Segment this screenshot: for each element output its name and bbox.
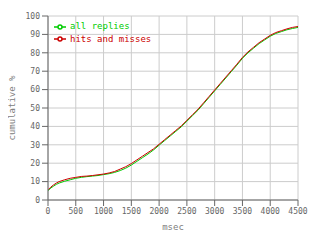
svg-text:1000: 1000	[94, 207, 113, 216]
svg-text:0: 0	[46, 207, 51, 216]
svg-text:20: 20	[30, 159, 40, 168]
svg-text:3000: 3000	[205, 207, 224, 216]
svg-text:msec: msec	[162, 222, 184, 232]
svg-text:1500: 1500	[122, 207, 141, 216]
svg-text:4000: 4000	[261, 207, 280, 216]
svg-text:500: 500	[69, 207, 84, 216]
svg-text:80: 80	[30, 49, 40, 58]
svg-text:2500: 2500	[177, 207, 196, 216]
svg-text:40: 40	[30, 122, 40, 131]
html-text:hits and misses: hits and misses	[70, 33, 152, 44]
svg-text:30: 30	[30, 141, 40, 150]
svg-text:90: 90	[30, 30, 40, 39]
svg-text:3500: 3500	[233, 207, 252, 216]
svg-text:cumulative %: cumulative %	[8, 75, 17, 141]
svg-text:10: 10	[30, 177, 40, 186]
svg-text:100: 100	[26, 12, 41, 21]
html-text:all replies: all replies	[70, 21, 130, 31]
svg-text:60: 60	[30, 85, 40, 94]
svg-text:70: 70	[30, 67, 40, 76]
svg-text:50: 50	[30, 104, 40, 113]
svg-text:2000: 2000	[149, 207, 168, 216]
svg-text:0: 0	[35, 196, 40, 205]
svg-text:4500: 4500	[288, 207, 307, 216]
